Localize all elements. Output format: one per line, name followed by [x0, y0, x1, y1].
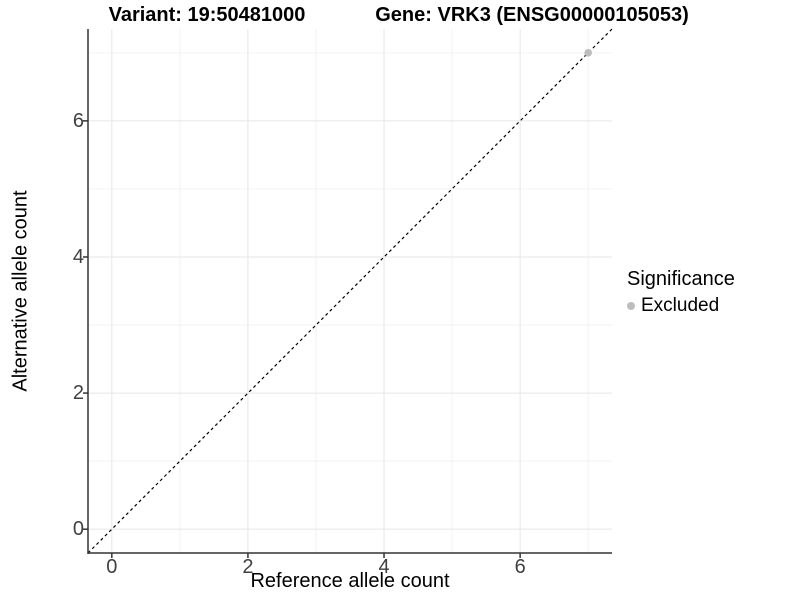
y-tick-label: 0: [72, 518, 84, 541]
x-tick-label: 2: [242, 556, 254, 578]
x-axis-title: Reference allele count: [250, 570, 450, 592]
y-tick-label: 4: [72, 245, 84, 268]
x-tick-label: 4: [378, 556, 390, 578]
y-axis-title: Alternative allele count: [9, 190, 32, 392]
data-point: [584, 49, 592, 57]
legend-point-icon: [627, 302, 635, 310]
y-tick-label: 6: [72, 109, 84, 132]
legend-item-excluded: Excluded: [627, 295, 735, 317]
legend-title: Significance: [627, 268, 735, 290]
plot-canvas: [83, 28, 613, 558]
identity-line: [87, 28, 613, 554]
y-tick-label: 2: [72, 382, 84, 405]
x-tick-label: 6: [514, 556, 526, 578]
plot-panel: [83, 28, 613, 558]
legend-item-label: Excluded: [641, 295, 720, 316]
legend: Significance Excluded: [627, 268, 735, 317]
x-tick-label: 0: [106, 556, 118, 578]
gene-title: Gene: VRK3 (ENSG00000105053): [375, 4, 689, 26]
variant-title: Variant: 19:50481000: [108, 4, 306, 26]
